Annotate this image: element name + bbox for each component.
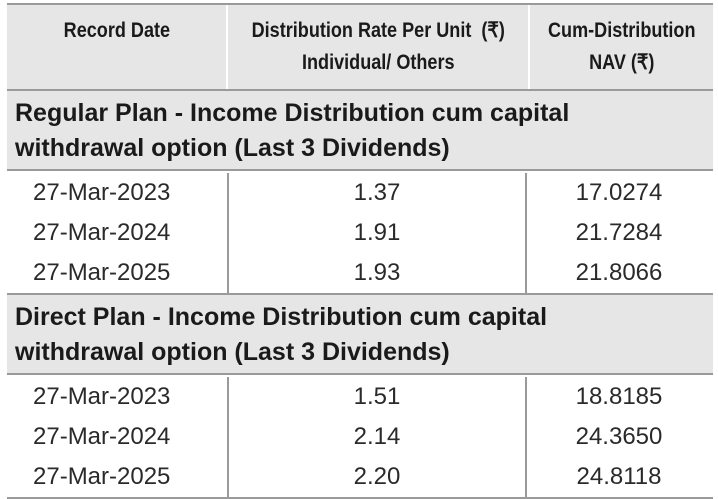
table-row: 27-Mar-2024 1.91 21.7284 (7, 213, 713, 253)
nav-cell: 24.3650 (575, 423, 663, 450)
distribution-rate-cell: 2.20 (227, 457, 527, 497)
header-record-date-cell: Record Date (7, 5, 226, 89)
section-title-line2: withdrawal option (Last 3 Dividends) (15, 338, 450, 366)
table-row: 27-Mar-2025 2.20 24.8118 (7, 457, 713, 497)
distribution-rate-cell: 1.93 (227, 253, 527, 293)
record-date-cell: 27-Mar-2023 (33, 383, 171, 410)
table-row: 27-Mar-2025 1.93 21.8066 (7, 253, 713, 293)
table-row: 27-Mar-2023 1.37 17.0274 (7, 173, 713, 213)
record-date-cell: 27-Mar-2024 (33, 219, 171, 246)
header-cum-distribution-nav-cell: Cum-Distribution NAV (₹) (530, 5, 713, 89)
section-title-regular-plan: Regular Plan - Income Distribution cum c… (7, 91, 713, 171)
record-date-cell: 27-Mar-2023 (33, 179, 171, 206)
table-row: 27-Mar-2024 2.14 24.3650 (7, 417, 713, 457)
header-distribution-rate-line2: Individual/ Others (301, 51, 455, 74)
distribution-rate-cell: 1.51 (227, 377, 527, 417)
header-distribution-rate-line1: Distribution Rate Per Unit (₹) (251, 19, 505, 42)
section-title-line1: Regular Plan - Income Distribution cum c… (15, 99, 570, 127)
regular-plan-rows: 27-Mar-2023 1.37 17.0274 27-Mar-2024 1.9… (7, 173, 713, 295)
table-header-row: Record Date Distribution Rate Per Unit (… (7, 3, 713, 91)
nav-cell: 18.8185 (575, 383, 663, 410)
dividend-history-table: Record Date Distribution Rate Per Unit (… (7, 3, 713, 499)
distribution-rate-cell: 2.14 (227, 417, 527, 457)
nav-cell: 21.8066 (575, 259, 663, 286)
record-date-cell: 27-Mar-2025 (33, 463, 171, 490)
section-title-direct-plan: Direct Plan - Income Distribution cum ca… (7, 295, 713, 375)
nav-cell: 24.8118 (576, 463, 662, 490)
distribution-rate-cell: 1.37 (227, 173, 527, 213)
section-title-line1: Direct Plan - Income Distribution cum ca… (15, 303, 548, 331)
header-cum-distribution-nav: Cum-Distribution NAV (₹) (548, 15, 695, 79)
header-distribution-rate: Distribution Rate Per Unit (₹) Individua… (251, 15, 504, 79)
nav-cell: 17.0274 (575, 179, 663, 206)
table-row: 27-Mar-2023 1.51 18.8185 (7, 377, 713, 417)
header-distribution-rate-cell: Distribution Rate Per Unit (₹) Individua… (226, 5, 530, 89)
record-date-cell: 27-Mar-2024 (33, 423, 171, 450)
nav-cell: 21.7284 (575, 219, 663, 246)
header-nav-line1: Cum-Distribution (547, 19, 695, 42)
section-title-line2: withdrawal option (Last 3 Dividends) (15, 134, 450, 162)
header-record-date: Record Date (63, 19, 170, 42)
header-nav-line2: NAV (₹) (588, 51, 654, 74)
direct-plan-rows: 27-Mar-2023 1.51 18.8185 27-Mar-2024 2.1… (7, 377, 713, 499)
record-date-cell: 27-Mar-2025 (33, 259, 171, 286)
distribution-rate-cell: 1.91 (227, 213, 527, 253)
